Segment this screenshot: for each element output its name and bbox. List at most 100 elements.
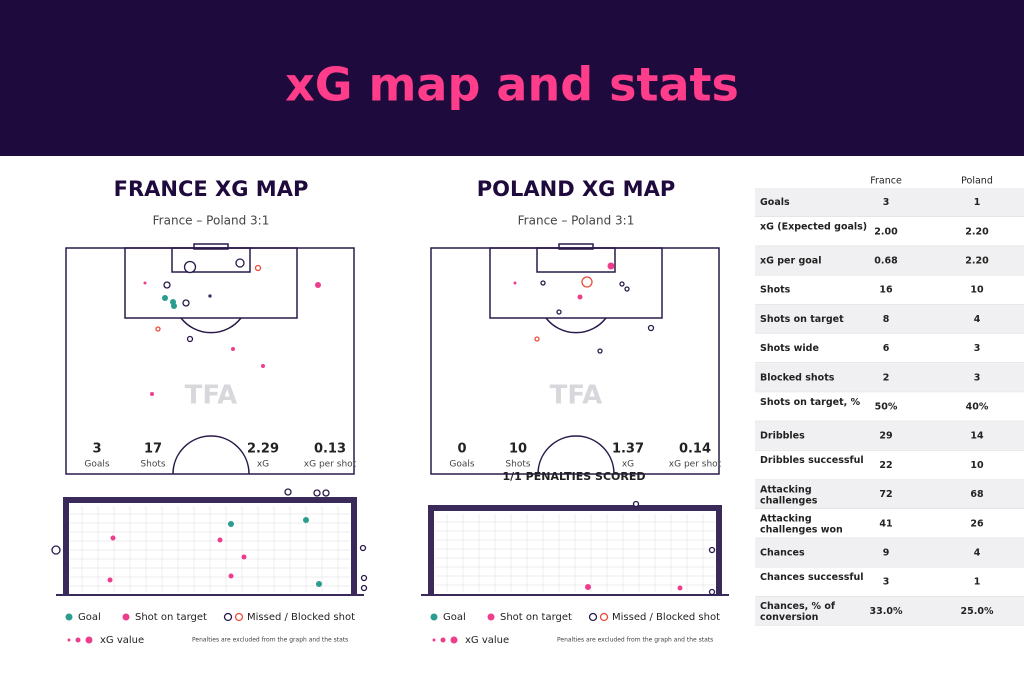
blocked-shot bbox=[284, 488, 292, 496]
row-label: Attacking challenges won bbox=[760, 513, 843, 535]
panel-title: POLAND XG MAP bbox=[477, 177, 675, 201]
penalty-arc bbox=[180, 317, 242, 334]
row-label: Dribbles successful bbox=[760, 455, 864, 466]
blocked-shot bbox=[360, 584, 368, 592]
table-row bbox=[755, 538, 1024, 567]
missed-shot bbox=[599, 612, 609, 622]
row-label: xG per goal bbox=[760, 256, 821, 267]
legend-label: Goal bbox=[78, 612, 101, 623]
blocked-shot bbox=[313, 489, 321, 497]
blocked-shot bbox=[182, 299, 190, 307]
row-label: Dribbles bbox=[760, 431, 805, 442]
stat-label: Goals bbox=[84, 460, 109, 470]
row-value: 3 bbox=[974, 372, 981, 383]
stat-value: 10 bbox=[509, 442, 527, 457]
row-value: 72 bbox=[879, 489, 892, 500]
row-label: Shots on target, % bbox=[760, 396, 861, 407]
shot-on-target bbox=[577, 294, 583, 300]
table-row bbox=[755, 188, 1024, 217]
row-label: Goals bbox=[760, 197, 790, 208]
row-value: 68 bbox=[970, 489, 984, 500]
center-circle bbox=[537, 435, 615, 475]
shot-on-target bbox=[110, 535, 116, 541]
shot-on-target bbox=[143, 281, 147, 285]
missed-shot bbox=[534, 336, 540, 342]
goal-shot bbox=[162, 295, 168, 301]
row-value: 50% bbox=[875, 402, 898, 413]
legend-label: Missed / Blocked shot bbox=[612, 612, 720, 623]
row-value: 8 bbox=[883, 314, 890, 325]
shot-on-target bbox=[432, 638, 436, 642]
table-header: France bbox=[870, 176, 902, 187]
shot-on-target bbox=[107, 577, 113, 583]
blocked-shot bbox=[588, 612, 598, 622]
watermark: TFA bbox=[185, 381, 238, 411]
row-value: 40% bbox=[966, 402, 989, 413]
blocked-shot bbox=[235, 258, 245, 268]
table-row bbox=[755, 392, 1024, 421]
goal-mouth bbox=[193, 243, 229, 250]
stat-label: xG per shot bbox=[669, 460, 722, 470]
stat-value: 3 bbox=[92, 442, 101, 457]
blocked-shot bbox=[708, 546, 716, 554]
missed-shot bbox=[254, 264, 262, 272]
table-row bbox=[755, 450, 1024, 479]
goal-shot bbox=[171, 303, 177, 309]
panel-subtitle: France – Poland 3:1 bbox=[518, 214, 635, 228]
row-value: 14 bbox=[970, 431, 984, 442]
row-label: Blocked shots bbox=[760, 372, 835, 383]
goal-frame bbox=[428, 505, 722, 595]
stat-value: 1.37 bbox=[612, 442, 644, 457]
stat-label: Goals bbox=[449, 460, 474, 470]
legend-label: xG value bbox=[465, 635, 509, 646]
table-row bbox=[755, 217, 1024, 246]
shot-on-target bbox=[677, 585, 683, 591]
row-value: 0.68 bbox=[874, 256, 898, 267]
shot-on-target bbox=[513, 281, 517, 285]
goal-shot bbox=[303, 517, 309, 523]
legend-label: xG value bbox=[100, 635, 144, 646]
blocked-shot bbox=[359, 544, 367, 552]
row-value: 3 bbox=[883, 577, 890, 588]
table-row bbox=[755, 304, 1024, 333]
row-value: 6 bbox=[883, 343, 890, 354]
shot-on-target bbox=[607, 262, 615, 270]
table-row bbox=[755, 363, 1024, 392]
row-value: 25.0% bbox=[961, 606, 994, 617]
goal-mouth bbox=[558, 243, 594, 250]
row-value: 22 bbox=[879, 460, 892, 471]
blocked-shot bbox=[632, 500, 640, 508]
blocked-shot bbox=[624, 286, 630, 292]
legend-label: Shot on target bbox=[500, 612, 572, 623]
penalty-box bbox=[124, 247, 298, 319]
header-title: xG map and stats bbox=[285, 58, 739, 112]
blocked-shot bbox=[208, 294, 212, 298]
row-label: Chances successful bbox=[760, 571, 864, 582]
legend-label: Goal bbox=[443, 612, 466, 623]
row-value: 2.20 bbox=[965, 226, 989, 237]
legend-footnote: Penalties are excluded from the graph an… bbox=[192, 637, 348, 644]
table-row bbox=[755, 480, 1024, 509]
row-value: 16 bbox=[879, 285, 893, 296]
shot-on-target bbox=[585, 584, 591, 590]
shot-on-target bbox=[440, 637, 446, 643]
missed-shot bbox=[234, 612, 244, 622]
blocked-shot bbox=[186, 335, 194, 343]
row-value: 4 bbox=[974, 548, 981, 559]
blocked-shot bbox=[619, 281, 625, 287]
goal-shot bbox=[65, 613, 73, 621]
table-row bbox=[755, 246, 1024, 275]
row-value: 9 bbox=[883, 548, 890, 559]
row-value: 2 bbox=[883, 372, 890, 383]
row-label: Shots wide bbox=[760, 343, 819, 354]
row-label: Shots bbox=[760, 285, 791, 296]
blocked-shot bbox=[322, 489, 330, 497]
blocked-shot bbox=[556, 309, 562, 315]
shot-on-target bbox=[150, 392, 154, 396]
watermark: TFA bbox=[550, 381, 603, 411]
penalty-note: 1/1 PENALTIES SCORED bbox=[503, 470, 646, 483]
blocked-shot bbox=[647, 324, 655, 332]
blocked-shot bbox=[223, 612, 233, 622]
